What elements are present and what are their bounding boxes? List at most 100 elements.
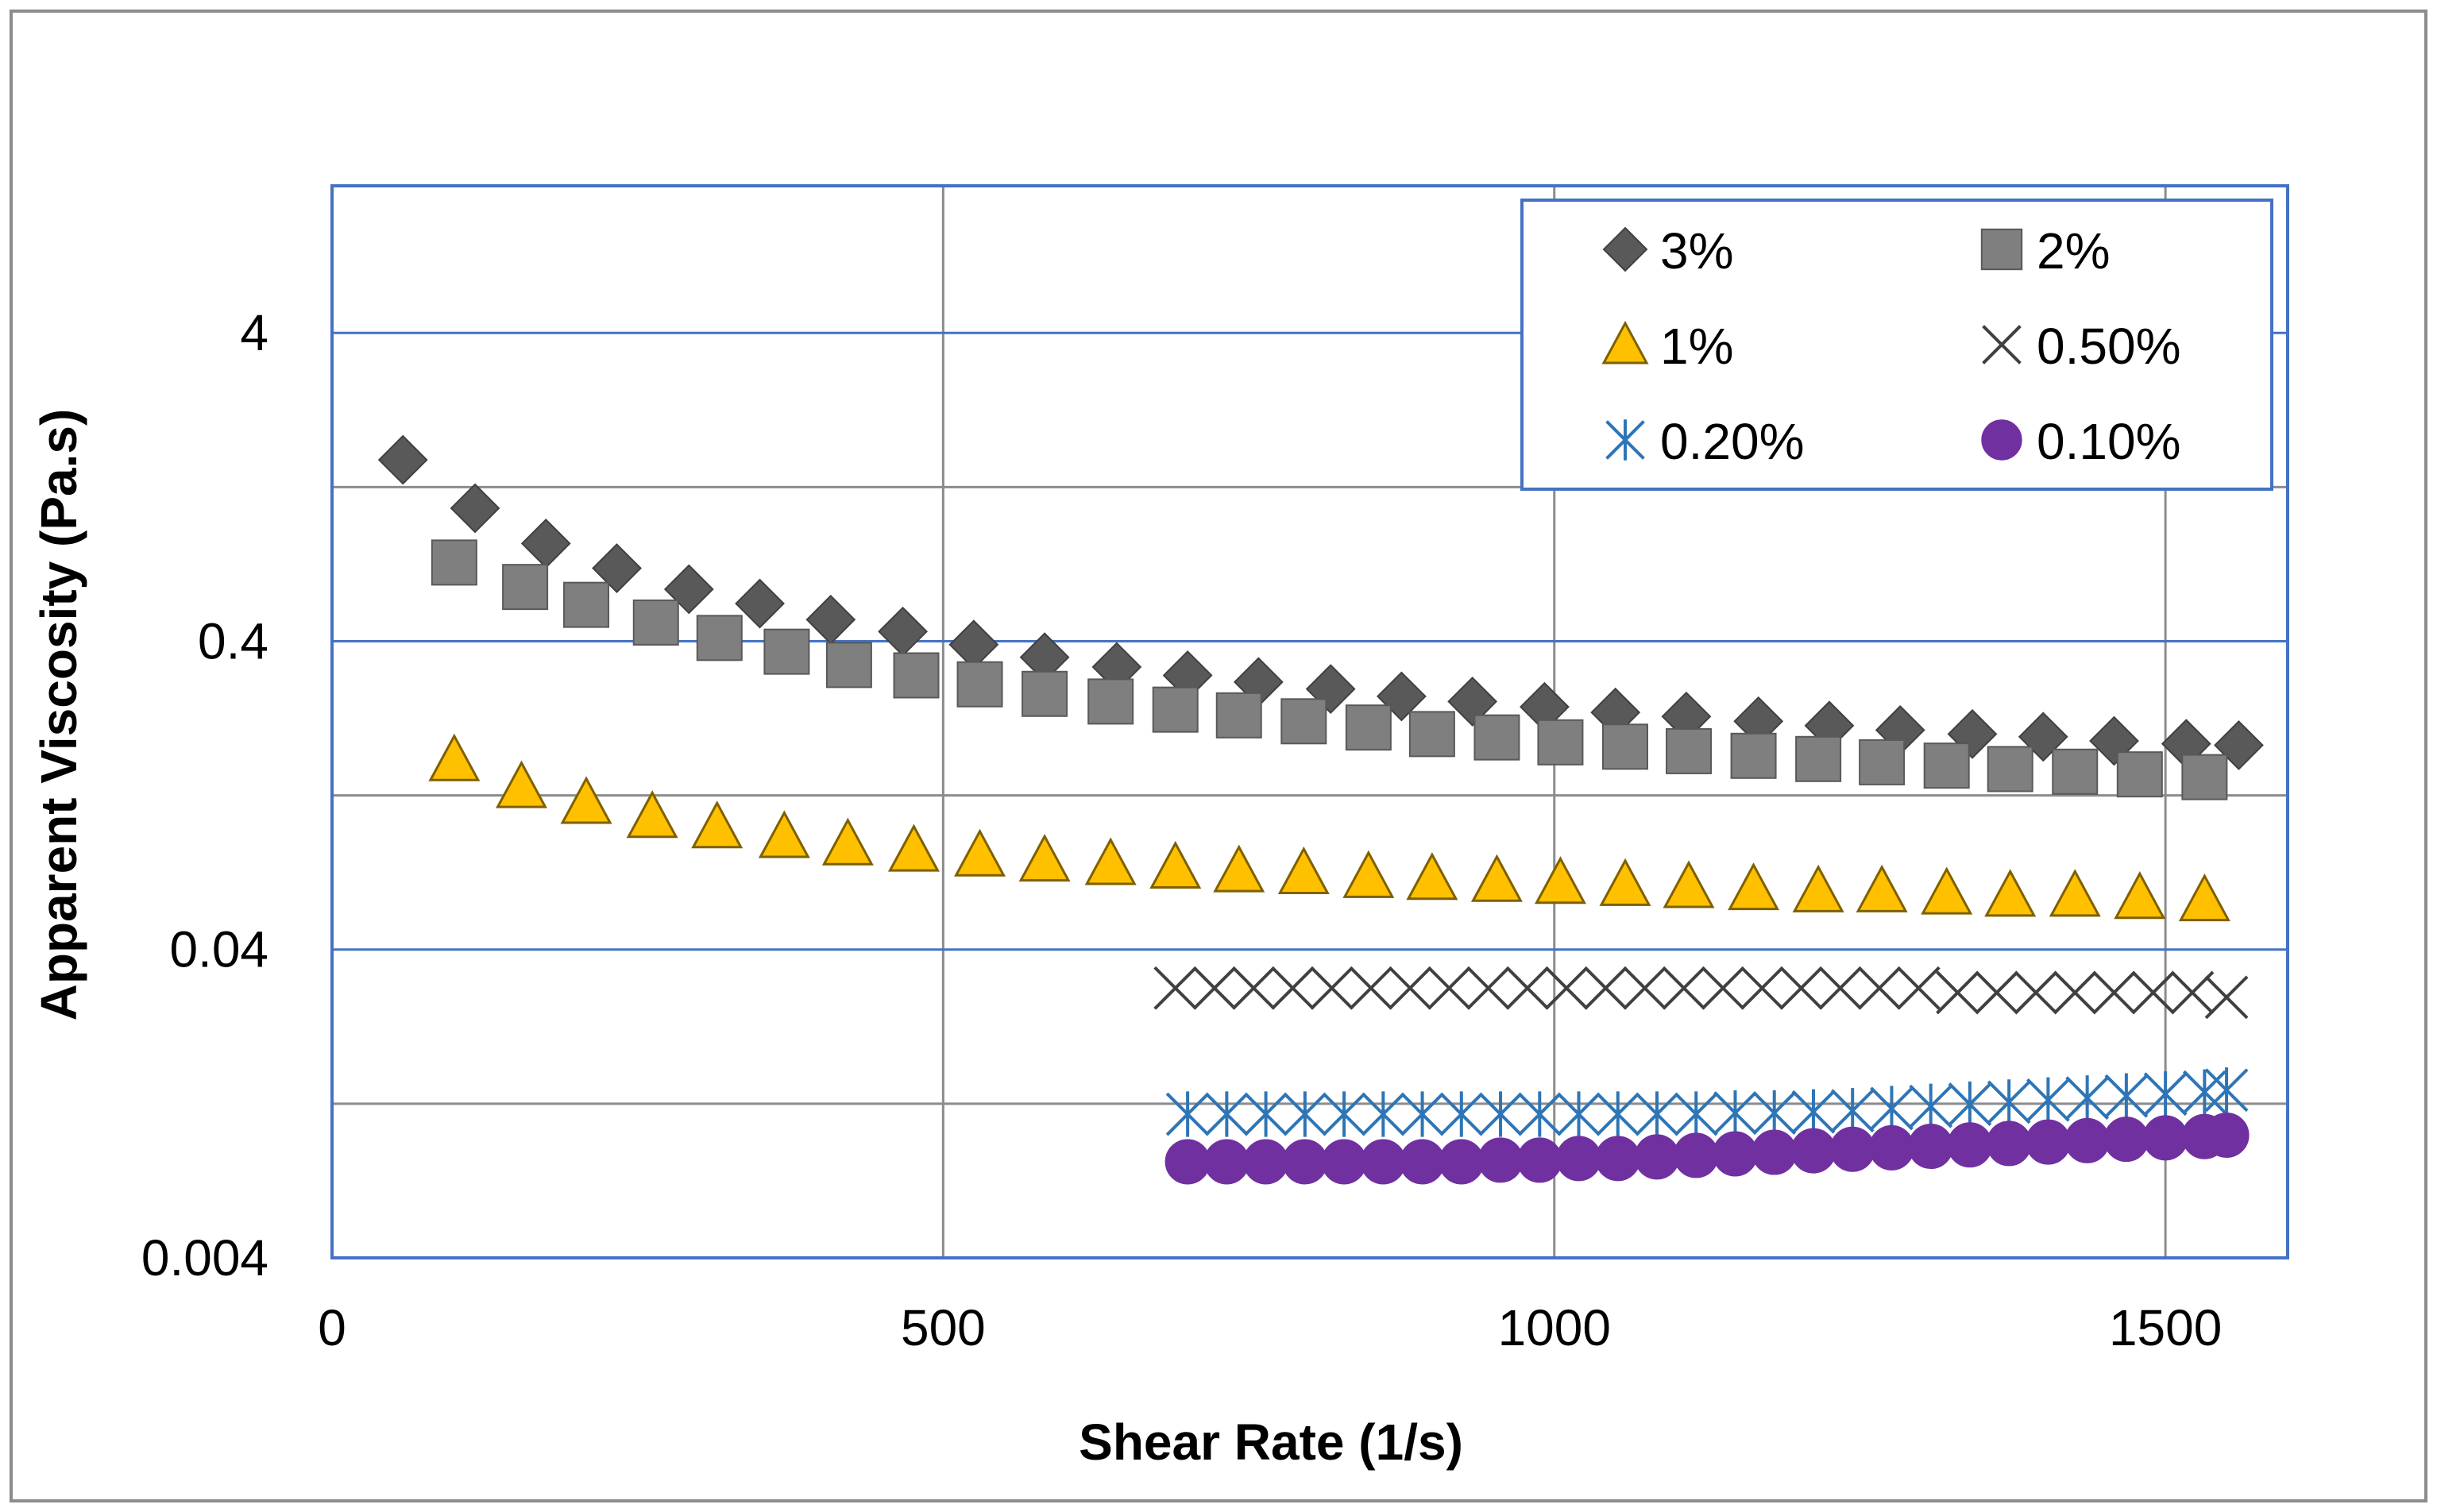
data-point — [1947, 1122, 1993, 1168]
data-point — [1478, 1091, 1523, 1137]
data-point — [1779, 966, 1823, 1010]
series-0-50- — [1153, 966, 2249, 1020]
data-point — [1975, 970, 2019, 1015]
data-point — [735, 578, 785, 629]
y-tick-labels: 0.004 0.04 0.4 4 — [141, 304, 268, 1286]
series-0-20- — [1165, 1067, 2249, 1137]
data-point — [1231, 966, 1276, 1010]
data-point — [1751, 1129, 1798, 1175]
data-point — [495, 760, 548, 808]
data-point — [1870, 1086, 1914, 1132]
data-point — [1322, 1091, 1366, 1137]
data-points — [377, 434, 2264, 1185]
data-point — [2014, 970, 2058, 1015]
data-point — [1537, 719, 1584, 766]
data-point — [1856, 864, 1908, 912]
data-point — [502, 564, 549, 611]
data-point — [1673, 1132, 1719, 1178]
legend-label: 0.20% — [1660, 413, 1804, 470]
data-point — [1818, 966, 1863, 1010]
data-point — [1984, 869, 2037, 917]
data-point — [954, 828, 1006, 877]
data-point — [1400, 1091, 1444, 1137]
data-point — [825, 642, 872, 688]
data-point — [1408, 711, 1455, 758]
data-point — [1583, 966, 1628, 1010]
legend-marker — [1605, 419, 1645, 461]
legend-marker — [1601, 320, 1649, 364]
data-point — [1921, 866, 1973, 915]
data-point — [1713, 1090, 1757, 1136]
data-point — [1517, 1091, 1562, 1137]
data-point — [2025, 1119, 2071, 1165]
data-point — [1087, 678, 1134, 725]
data-point — [1662, 966, 1706, 1010]
x-tick-label: 1000 — [1498, 1299, 1611, 1356]
legend-marker — [1981, 419, 2022, 461]
legend-box — [1520, 199, 2273, 491]
legend-marker — [1982, 325, 2022, 364]
data-point — [1868, 1124, 1914, 1171]
data-point — [1345, 704, 1392, 751]
data-point — [1544, 966, 1589, 1010]
data-point — [2203, 1112, 2250, 1158]
data-point — [1439, 1091, 1484, 1137]
series-2- — [431, 539, 2228, 800]
data-point — [2204, 975, 2249, 1020]
data-point — [1557, 1091, 1601, 1137]
data-point — [1792, 864, 1844, 912]
legend-label: 3% — [1660, 222, 1734, 280]
data-point — [1215, 692, 1262, 739]
data-point — [1701, 966, 1745, 1010]
data-point — [2143, 1071, 2188, 1117]
data-point — [893, 652, 940, 699]
data-point — [1666, 727, 1713, 774]
data-point — [1204, 1091, 1249, 1137]
data-point — [2065, 1075, 2110, 1121]
data-point — [1795, 735, 1842, 782]
data-point — [1791, 1089, 1836, 1135]
data-point — [2064, 1117, 2111, 1163]
data-point — [431, 539, 477, 586]
data-point — [1601, 723, 1648, 770]
data-point — [1203, 1139, 1249, 1185]
data-point — [450, 483, 500, 534]
data-point — [1595, 1136, 1641, 1182]
data-point — [1473, 714, 1520, 761]
data-point — [1466, 966, 1511, 1010]
data-point — [1084, 837, 1137, 885]
data-point — [1360, 1139, 1406, 1185]
data-point — [2026, 1077, 2070, 1123]
x-tick-label: 1500 — [2109, 1299, 2222, 1356]
y-tick-label: 0.004 — [141, 1229, 268, 1286]
data-point — [560, 776, 612, 824]
data-point — [1730, 732, 1777, 779]
plot-area-border — [330, 184, 2289, 1259]
y-tick-label: 0.4 — [198, 612, 268, 669]
data-point — [1439, 1139, 1485, 1185]
data-point — [1470, 854, 1523, 902]
data-point — [2114, 871, 2166, 920]
legend-label: 0.10% — [2037, 413, 2180, 470]
data-point — [1153, 966, 1198, 1010]
data-point — [758, 810, 810, 858]
legend-label: 2% — [2037, 222, 2111, 280]
data-point — [1022, 670, 1068, 717]
legend-marker — [1980, 228, 2023, 271]
data-point — [1477, 1137, 1524, 1183]
data-point — [1599, 858, 1651, 906]
data-point — [1987, 1079, 2031, 1125]
data-point — [1388, 966, 1432, 1010]
y-axis-label: Apparent Viscosity (Pa.s) — [30, 409, 87, 1021]
data-point — [2104, 1073, 2149, 1119]
data-point — [1164, 1139, 1211, 1185]
data-point — [1277, 846, 1330, 894]
data-point — [1740, 966, 1784, 1010]
data-point — [1349, 966, 1393, 1010]
legend-label: 1% — [1660, 318, 1734, 375]
data-point — [763, 628, 810, 675]
data-point — [1192, 966, 1237, 1010]
data-point — [1830, 1088, 1875, 1134]
x-tick-label: 0 — [318, 1299, 346, 1356]
data-point — [1152, 686, 1199, 733]
